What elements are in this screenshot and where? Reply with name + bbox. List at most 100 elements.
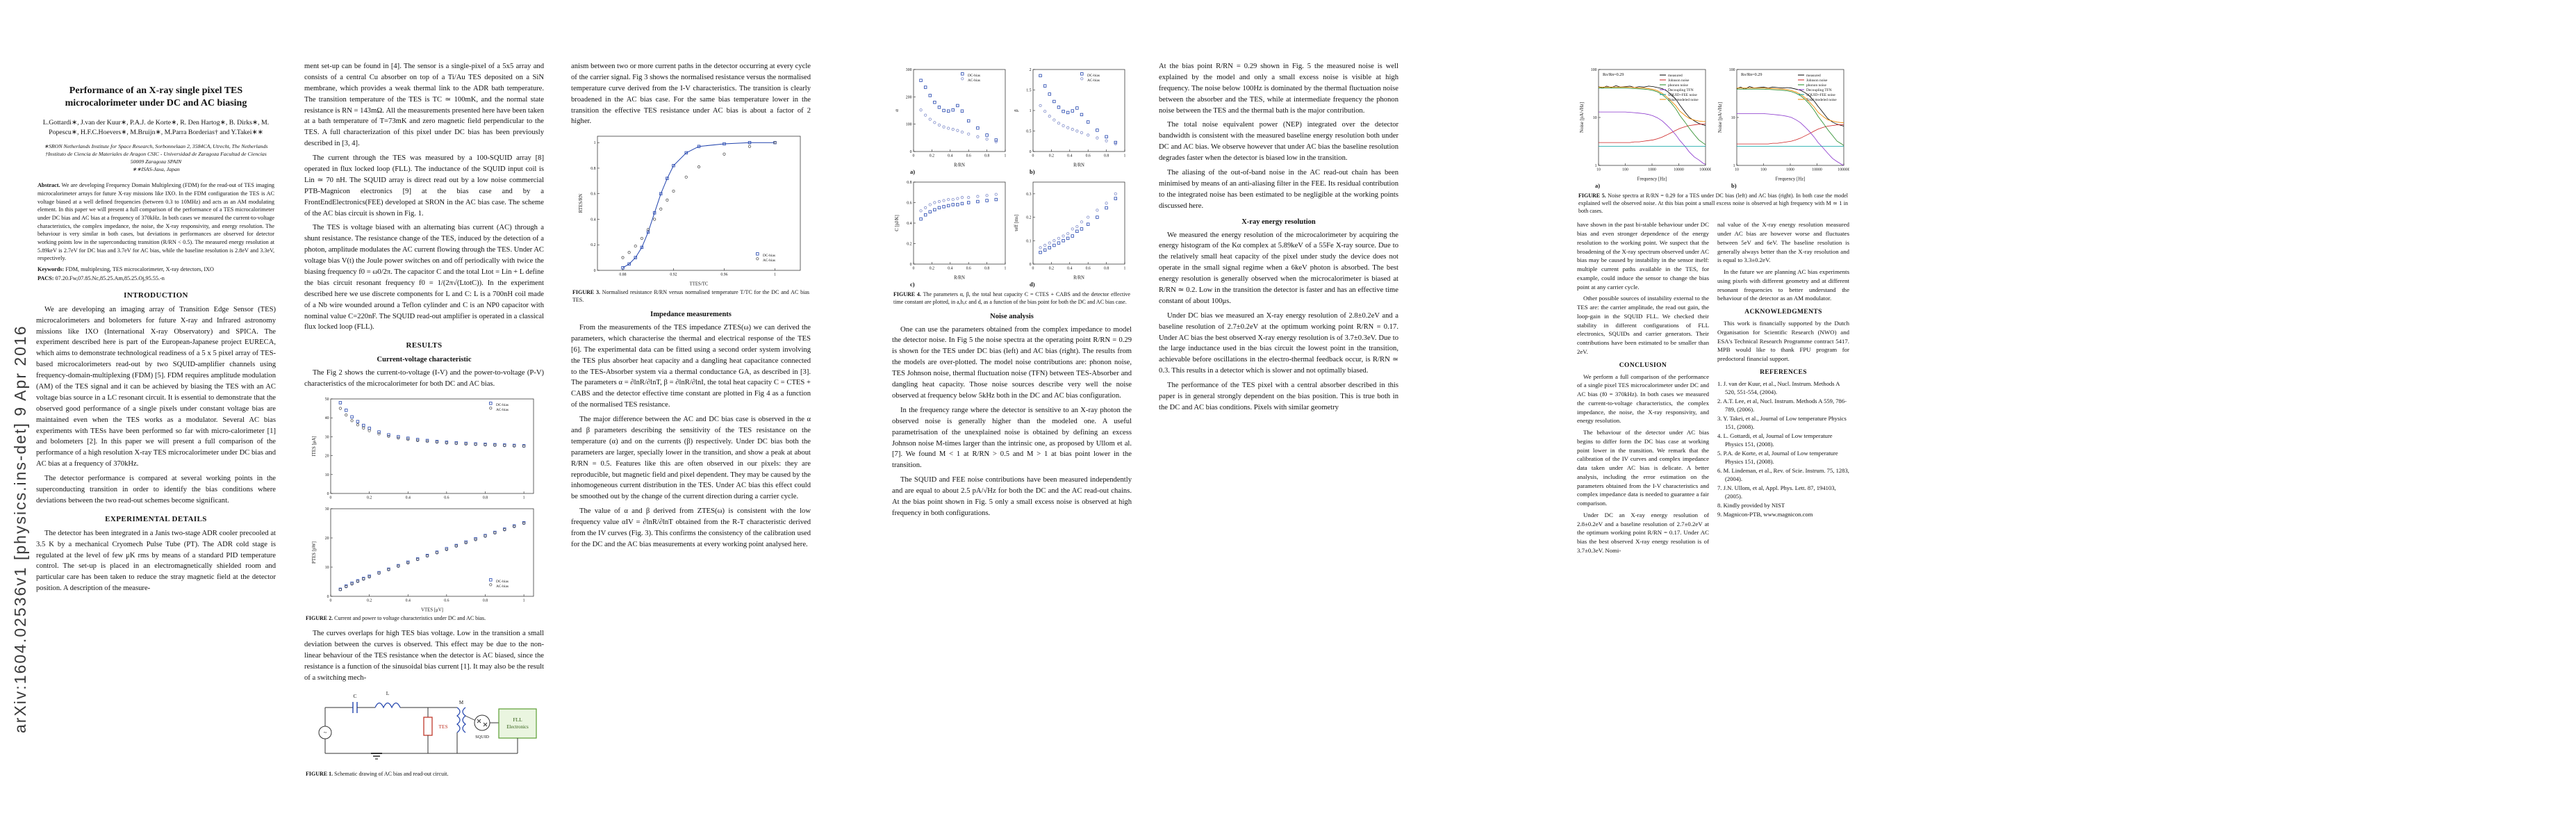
svg-text:200: 200	[906, 95, 912, 99]
subsection-heading-xray-resolution: X-ray energy resolution	[1241, 218, 1316, 226]
body-paragraph: The curves overlaps for high TES bias vo…	[304, 629, 544, 682]
svg-text:0.2: 0.2	[907, 243, 911, 247]
reference-item: 6. M. Lindeman, et al., Rev. of Scie. In…	[1717, 467, 1849, 483]
body-paragraph: The detector performance is compared at …	[36, 475, 276, 505]
body-paragraph: The current through the TES was measured…	[304, 154, 544, 218]
svg-text:0.4: 0.4	[1067, 154, 1072, 158]
reference-item: 2. A.T. Lee, et al, Nucl. Instrum. Metho…	[1717, 397, 1847, 413]
svg-text:10: 10	[1592, 116, 1596, 120]
figure5-row: 10 100 1000 10000 100000 1 10 100 Frequency [Hz]…	[1577, 64, 1849, 182]
svg-text:100: 100	[1728, 68, 1735, 72]
svg-text:0.2: 0.2	[930, 267, 934, 271]
svg-text:1: 1	[522, 599, 525, 603]
svg-text:α: α	[895, 109, 900, 112]
svg-text:0.2: 0.2	[1049, 267, 1054, 271]
svg-text:DC-bias: DC-bias	[763, 254, 775, 258]
keywords-text: FDM, multiplexing, TES microcalorimeter,…	[65, 265, 214, 272]
section-heading-introduction: INTRODUCTION	[124, 291, 188, 300]
body-paragraph: The value of α and β derived from ZTES(ω…	[571, 507, 811, 548]
abstract: Abstract. We are developing Frequency Do…	[38, 181, 274, 262]
svg-text:SQUID+FEE noise: SQUID+FEE noise	[1806, 93, 1835, 97]
body-paragraph: The total noise equivalent power (NEP) i…	[1159, 121, 1398, 163]
body-paragraph: The major difference between the AC and …	[571, 416, 811, 501]
figure4-panel-a: 0 0.2 0.4 0.6 0.8 1 0 100 200 300 R/RN α DC-bias AC-b…	[892, 64, 1012, 177]
svg-text:1: 1	[1124, 154, 1126, 158]
figure-3: 0.88 0.92 0.96 1 0 0.2 0.4 0.6 0.8 1 TTES/TC RTES/R…	[571, 131, 811, 304]
figure-4: 0 0.2 0.4 0.6 0.8 1 0 100 200 300 R/RN α DC-bias AC-b…	[892, 64, 1132, 306]
figure4-tag-d: d)	[1030, 281, 1035, 288]
body-paragraph: Under DC bias we measured an X-ray energ…	[1159, 311, 1398, 375]
body-paragraph: Under DC an X-ray energy resolution of 2…	[1577, 511, 1709, 554]
svg-text:0.6: 0.6	[1086, 154, 1091, 158]
svg-text:10000: 10000	[1674, 168, 1684, 172]
svg-text:1: 1	[1124, 267, 1126, 271]
arxiv-watermark: arXiv:1604.02536v1 [physics.ins-det] 9 A…	[11, 325, 29, 733]
svg-text:0.4: 0.4	[405, 599, 410, 603]
reference-item: 5. P.A. de Korte, et al, Journal of Low …	[1717, 450, 1838, 466]
svg-text:0.6: 0.6	[444, 496, 449, 500]
final-right-column: nal value of the X-ray energy resolution…	[1717, 220, 1849, 557]
figure2-caption-text: Current and power to voltage characteris…	[334, 615, 486, 622]
svg-text:R/RN: R/RN	[1073, 163, 1084, 168]
svg-text:0.6: 0.6	[591, 193, 595, 197]
svg-text:τeff [ms]: τeff [ms]	[1014, 215, 1019, 231]
pacs-line: PACS: 07.20.Fw,07.85.Nc,85.25.Am,85.25.O…	[38, 275, 274, 282]
figure3-caption-text: Normalised resistance R/RN versus normal…	[572, 289, 810, 304]
affiliation-3: ∗∗ISAS-Jaxa, Japan	[132, 165, 180, 172]
svg-text:TTES/TC: TTES/TC	[689, 282, 708, 287]
figure1-caption: FIGURE 1. Schematic drawing of AC bias a…	[306, 771, 543, 778]
svg-text:Frequency [Hz]: Frequency [Hz]	[1775, 177, 1805, 182]
figure4-tag-b: b)	[1030, 168, 1035, 175]
svg-text:measured: measured	[1806, 74, 1821, 78]
svg-text:100000: 100000	[1699, 168, 1711, 172]
svg-text:0.1: 0.1	[1026, 239, 1031, 243]
figure5-ac-noise-plot: 10 100 1000 10000 100000 1 10 100 Frequency [Hz]…	[1716, 64, 1849, 182]
svg-text:1: 1	[1030, 109, 1032, 113]
svg-text:0.2: 0.2	[930, 154, 934, 158]
column-3: anism between two or more current paths …	[571, 61, 811, 554]
svg-text:0.4: 0.4	[948, 154, 952, 158]
svg-text:AC-bias: AC-bias	[763, 259, 775, 263]
svg-text:100: 100	[1622, 168, 1628, 172]
svg-text:PTES [pW]: PTES [pW]	[312, 541, 317, 564]
body-paragraph: We are developing an imaging array of Tr…	[36, 305, 276, 468]
svg-text:0.2: 0.2	[366, 599, 371, 603]
svg-text:0: 0	[913, 154, 915, 158]
figure4-capacity-plot: 0 0.2 0.4 0.6 0.8 1 0 0.2 0.4 0.6 0.8 R/RN C [pJ/K]	[893, 177, 1011, 281]
figure2-caption-label: FIGURE 2.	[306, 615, 333, 622]
figure1-caption-label: FIGURE 1.	[306, 771, 333, 778]
svg-text:30: 30	[324, 507, 329, 512]
svg-text:ITES [μA]: ITES [μA]	[312, 436, 317, 457]
svg-text:0: 0	[910, 263, 912, 267]
svg-text:AC-bias: AC-bias	[1087, 79, 1100, 83]
final-page-columns: have shown in the past bi-stable behavio…	[1577, 220, 1849, 557]
figure1-caption-text: Schematic drawing of AC bias and read-ou…	[334, 771, 449, 778]
body-paragraph: Other possible sources of instability ex…	[1577, 295, 1709, 355]
svg-text:0.8: 0.8	[591, 167, 595, 171]
svg-text:0: 0	[329, 599, 331, 603]
svg-text:0.5: 0.5	[1026, 130, 1031, 134]
fll-label-line1: FLL	[513, 717, 522, 723]
svg-text:0.3: 0.3	[1026, 193, 1031, 197]
authors-line: L.Gottardi∗, J.van der Kuur∗, P.A.J. de …	[42, 119, 270, 137]
body-paragraph: In the future we are planning AC bias ex…	[1717, 268, 1849, 302]
column-6: 10 100 1000 10000 100000 1 10 100 Frequency [Hz]…	[1577, 61, 1849, 558]
figure3-caption-label: FIGURE 3.	[572, 289, 600, 296]
svg-text:β: β	[1014, 109, 1019, 112]
svg-text:0.6: 0.6	[444, 599, 449, 603]
section-heading-results: RESULTS	[406, 341, 443, 350]
svg-text:0.4: 0.4	[907, 222, 911, 226]
pacs-label: PACS:	[38, 275, 54, 282]
figure-5: 10 100 1000 10000 100000 1 10 100 Frequency [Hz]…	[1577, 64, 1849, 215]
svg-text:Decoupling TFN: Decoupling TFN	[1806, 88, 1832, 92]
svg-text:phonon noise: phonon noise	[1668, 83, 1689, 88]
svg-text:0.2: 0.2	[366, 496, 371, 500]
svg-text:0.2: 0.2	[591, 244, 595, 248]
figure5-caption-label: FIGURE 5.	[1578, 193, 1606, 199]
svg-text:0.4: 0.4	[1067, 267, 1072, 271]
figure4-caption-text: The parameters α, β, the total heat capa…	[893, 291, 1130, 305]
svg-text:1: 1	[522, 496, 525, 500]
body-paragraph: The performance of the TES pixel with a …	[1159, 382, 1398, 411]
svg-text:10: 10	[1735, 168, 1739, 172]
